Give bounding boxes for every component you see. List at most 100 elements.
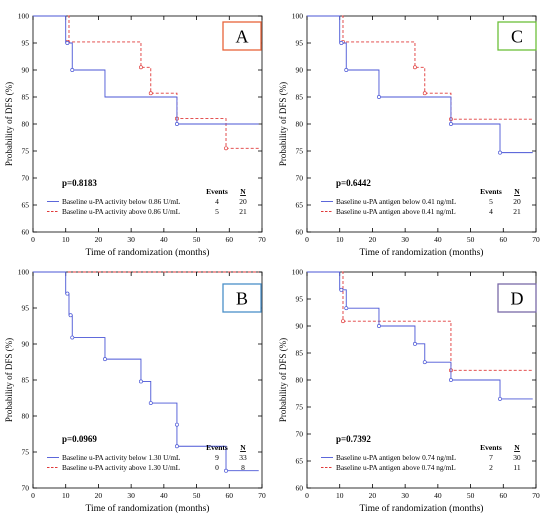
x-tick-label: 30 [127,235,135,244]
x-tick-label: 30 [401,491,409,500]
y-tick-label: 80 [296,376,304,385]
legend-entry-label: Baseline u-PA antigen below 0.74 ng/mL [336,453,457,462]
x-tick-label: 10 [336,235,344,244]
censor-mark [339,41,344,45]
y-tick-label: 60 [22,228,30,237]
y-tick-label: 70 [22,174,30,183]
legend-events-value: 4 [489,207,493,216]
x-tick-label: 0 [31,235,35,244]
legend-entry-label: Baseline u-PA activity above 0.86 U/mL [62,207,181,216]
x-tick-label: 60 [226,491,234,500]
censor-mark [65,291,70,296]
x-tick-label: 70 [532,491,540,500]
y-tick-label: 95 [296,39,304,48]
legend-entry-label: Baseline u-PA antigen above 0.74 ng/mL [336,463,456,472]
legend-entry-label: Baseline u-PA activity above 1.30 U/mL [62,463,181,472]
legend-header-events: Events [206,443,228,452]
censor-mark [70,335,75,340]
x-tick-label: 50 [467,491,475,500]
panel-letter: B [236,289,248,309]
censor-mark [174,444,179,449]
legend-events-value: 5 [489,197,493,206]
x-tick-label: 10 [336,491,344,500]
censor-mark [148,91,153,96]
censor-mark [224,468,228,473]
y-tick-label: 90 [22,66,30,75]
censor-mark [448,378,453,382]
y-tick-label: 70 [22,484,30,493]
legend-n-value: 30 [513,453,521,462]
x-tick-label: 40 [434,491,442,500]
legend-entry-label: Baseline u-PA activity below 1.30 U/mL [62,453,181,462]
y-tick-label: 60 [296,228,304,237]
x-tick-label: 50 [193,491,201,500]
y-tick-label: 65 [296,201,304,210]
censor-mark [344,68,349,72]
censor-mark [68,313,73,318]
censor-mark [174,422,179,427]
legend-header-n: N [240,443,246,452]
y-axis-label: Probability of DFS (%) [4,338,14,422]
legend-header-n: N [514,443,520,452]
legend-n-value: 21 [513,207,521,216]
censor-mark [377,95,381,99]
p-value: p=0.0969 [62,434,97,444]
y-tick-label: 85 [22,93,30,102]
censor-mark [174,122,179,126]
x-tick-label: 50 [193,235,201,244]
x-tick-label: 20 [95,235,103,244]
panel-letter-box [497,21,537,51]
censor-mark [65,41,70,45]
y-tick-label: 80 [22,412,30,421]
legend-n-value: 20 [513,197,521,206]
x-tick-label: 0 [305,491,309,500]
x-tick-label: 50 [467,235,475,244]
legend-events-value: 2 [489,463,493,472]
y-tick-label: 75 [296,403,304,412]
legend-n-value: 11 [513,463,520,472]
legend-n-value: 21 [239,207,247,216]
x-tick-label: 40 [160,491,168,500]
censor-mark [339,287,344,292]
censor-mark [139,65,143,70]
y-tick-label: 100 [18,12,30,21]
x-tick-label: 20 [369,235,377,244]
y-axis-label: Probability of DFS (%) [278,338,288,422]
km-panel-d: 0 10 20 30 40 50 60 70 60 65 70 75 80 85 90 95 100 Time o… [278,268,540,514]
km-panel-c: 0 10 20 30 40 50 60 70 60 65 70 75 80 85 90 95 100 Time o… [278,12,540,258]
y-tick-label: 60 [296,484,304,493]
p-value: p=0.6442 [336,178,371,188]
censor-mark [344,306,349,311]
y-tick-label: 85 [22,376,30,385]
legend-header-events: Events [480,443,502,452]
km-panel-a: 0 10 20 30 40 50 60 70 60 65 70 75 80 85 90 95 100 Time o… [4,12,266,258]
y-tick-label: 70 [296,174,304,183]
x-tick-label: 70 [532,235,540,244]
legend-n-value: 8 [241,463,245,472]
panel-letter-box [222,21,262,51]
y-axis-label: Probability of DFS (%) [4,82,14,166]
y-tick-label: 90 [22,340,30,349]
legend-entry-label: Baseline u-PA antigen below 0.41 ng/mL [336,197,457,206]
y-tick-label: 100 [292,12,304,21]
x-axis-label: Time of randomization (months) [360,247,484,258]
p-value: p=0.8183 [62,178,97,188]
censor-mark [70,68,75,72]
censor-mark [139,379,143,384]
y-tick-label: 90 [296,322,304,331]
censor-mark [422,360,427,365]
p-value: p=0.7392 [336,434,371,444]
x-tick-label: 70 [258,235,266,244]
y-tick-label: 95 [22,304,30,313]
x-tick-label: 30 [127,491,135,500]
y-tick-label: 100 [18,268,30,277]
censor-mark [413,65,417,70]
censor-mark [103,357,107,362]
censor-mark [148,401,153,405]
y-tick-label: 70 [296,430,304,439]
x-axis-label: Time of randomization (months) [360,503,484,514]
x-axis-label: Time of randomization (months) [86,247,210,258]
x-tick-label: 60 [500,491,508,500]
censor-mark [422,91,427,96]
legend-events-value: 5 [215,207,219,216]
